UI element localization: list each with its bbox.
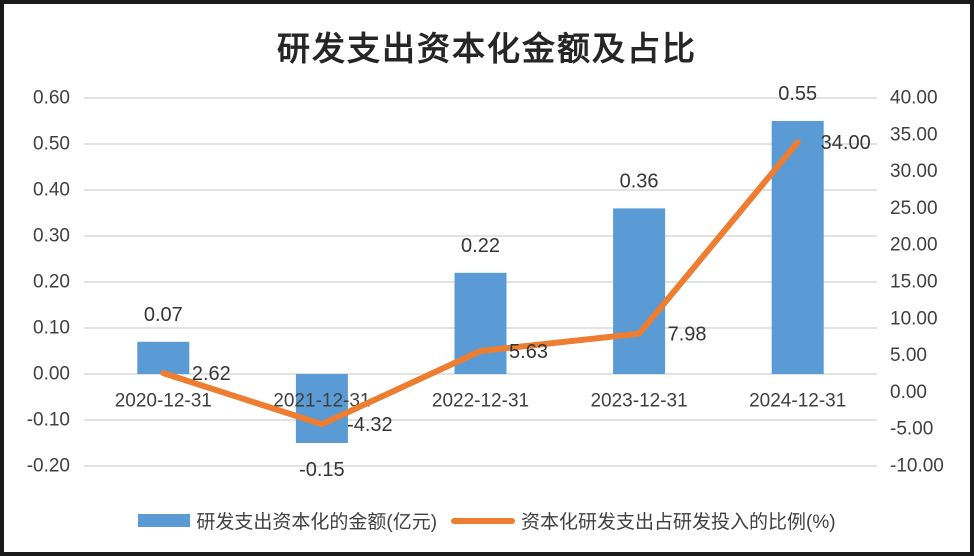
bar-data-label: 0.07: [144, 304, 183, 326]
category-label: 2020-12-31: [115, 391, 212, 412]
right-axis-tick-label: -5.00: [890, 419, 933, 440]
line-data-label: 5.63: [509, 341, 548, 363]
left-axis-tick-label: -0.20: [27, 456, 70, 477]
right-axis-tick-label: 20.00: [890, 235, 938, 256]
right-axis-tick-label: -10.00: [890, 456, 944, 477]
line-data-label: 7.98: [668, 324, 707, 346]
right-axis-tick-label: 10.00: [890, 308, 938, 329]
chart-title: 研发支出资本化金额及占比: [277, 29, 697, 68]
legend: 研发支出资本化的金额(亿元) 资本化研发支出占研发投入的比例(%): [0, 507, 974, 534]
category-label: 2024-12-31: [749, 391, 846, 412]
right-axis-tick-label: 35.00: [890, 124, 938, 145]
line-series-swatch-icon: [451, 517, 516, 524]
bar: [295, 374, 348, 443]
left-axis-tick-label: 0.50: [33, 134, 70, 155]
left-axis-tick-label: 0.10: [33, 318, 70, 339]
bar-data-label: 0.22: [461, 235, 500, 257]
left-axis-tick-label: 0.20: [33, 272, 70, 293]
legend-item-line: 资本化研发支出占研发投入的比例(%): [451, 507, 836, 534]
right-axis-tick-label: 15.00: [890, 272, 938, 293]
bar-data-label: -0.15: [299, 459, 345, 481]
bar: [613, 208, 666, 374]
right-axis-tick-label: 25.00: [890, 198, 938, 219]
bar-data-label: 0.36: [620, 170, 659, 192]
legend-label-line: 资本化研发支出占研发投入的比例(%): [521, 512, 836, 533]
right-axis-tick-label: 30.00: [890, 161, 938, 182]
legend-item-bar: 研发支出资本化的金额(亿元): [138, 507, 437, 534]
line-data-label: 2.62: [192, 363, 231, 385]
bar-series-swatch-icon: [138, 514, 191, 527]
bar: [771, 121, 824, 374]
bar-data-label: 0.55: [778, 83, 817, 105]
left-axis-tick-label: -0.10: [27, 410, 70, 431]
legend-label-bar: 研发支出资本化的金额(亿元): [196, 512, 438, 533]
category-label: 2023-12-31: [590, 391, 687, 412]
right-axis-tick-label: 5.00: [890, 345, 927, 366]
line-data-label: 34.00: [821, 132, 871, 154]
left-axis-tick-label: 0.40: [33, 180, 70, 201]
left-axis-tick-label: 0.60: [33, 88, 70, 109]
right-axis-tick-label: 0.00: [890, 382, 927, 403]
right-axis-tick-label: 40.00: [890, 88, 938, 109]
line-series: [160, 139, 801, 428]
bar: [137, 341, 190, 374]
left-axis-tick-label: 0.30: [33, 226, 70, 247]
category-label: 2021-12-31: [273, 391, 370, 412]
category-label: 2022-12-31: [432, 391, 529, 412]
line-data-label: -4.32: [347, 414, 393, 436]
left-axis-tick-label: 0.00: [33, 364, 70, 385]
